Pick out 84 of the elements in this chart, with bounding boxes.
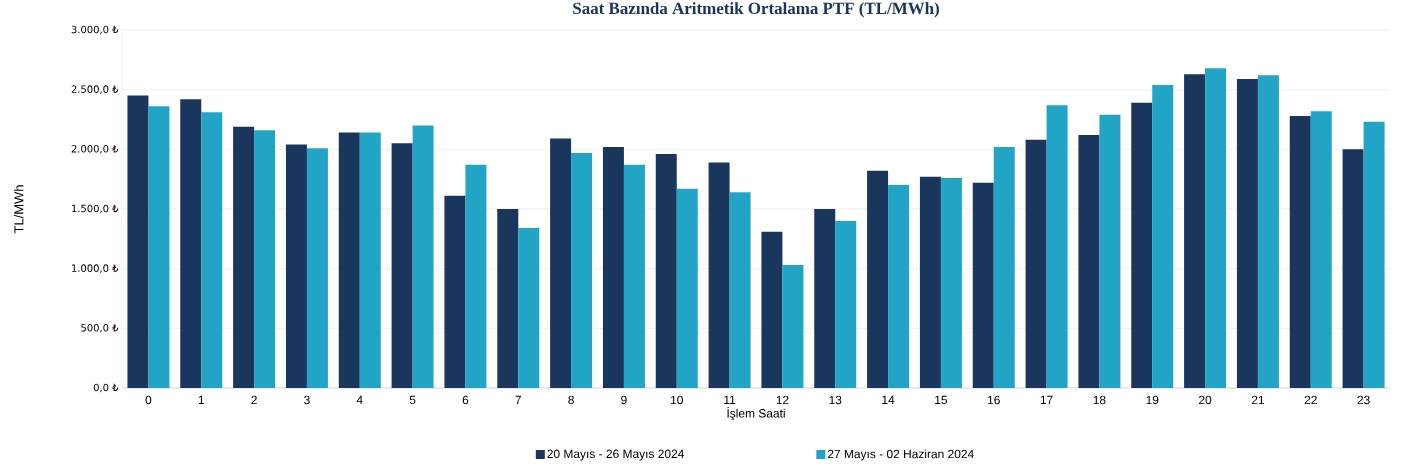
x-tick-label: 12: [776, 395, 789, 405]
bar: [1078, 135, 1100, 388]
x-tick-label: 17: [1040, 395, 1053, 404]
y-tick-label: 2.000,0 ₺: [71, 145, 119, 154]
bar: [835, 220, 857, 388]
bar: [1184, 74, 1206, 388]
x-tick-label: 11: [724, 395, 736, 404]
bar: [1363, 121, 1385, 388]
bar: [254, 130, 276, 388]
x-tick-label: 22: [1304, 395, 1317, 405]
bar: [940, 177, 962, 388]
bar: [391, 143, 413, 388]
x-tick-label: 10: [671, 395, 683, 405]
x-tick-label: 6: [462, 395, 469, 405]
x-tick-label: 16: [988, 395, 1000, 405]
y-tick-label: 2.500,0 ₺: [71, 85, 119, 94]
bar: [1289, 115, 1311, 388]
bar: [1236, 78, 1258, 388]
x-tick-label: 7: [515, 395, 521, 404]
x-tick-label: 23: [1357, 395, 1370, 405]
bar: [571, 152, 593, 388]
bar: [919, 176, 941, 388]
x-tick-label: 9: [621, 395, 627, 405]
x-tick-label: 15: [935, 395, 948, 405]
x-tick-label: 21: [1251, 395, 1264, 405]
bar: [867, 170, 889, 388]
bar: [993, 146, 1015, 388]
bar: [465, 164, 487, 388]
bar: [623, 164, 645, 388]
bar: [676, 188, 698, 388]
chart-title: Saat Bazında Aritmetik Ortalama PTF (TL/MWh): [573, 2, 939, 18]
bar: [1131, 102, 1153, 388]
y-tick-label: 1.500,0 ₺: [72, 204, 119, 214]
x-tick-label: 20: [1199, 395, 1212, 405]
bar: [782, 265, 804, 388]
bar: [1257, 75, 1279, 388]
x-axis-title: İşlem Saati: [727, 407, 785, 420]
x-tick-label: 14: [882, 395, 895, 404]
x-tick-label: 1: [198, 395, 204, 404]
bar: [550, 138, 572, 388]
y-tick-label: 500,0 ₺: [81, 324, 119, 333]
y-tick-label: 3.000,0 ₺: [71, 25, 119, 35]
bar: [518, 228, 540, 388]
bar: [127, 95, 149, 388]
x-tick-label: 2: [251, 395, 257, 405]
bar: [1025, 139, 1047, 388]
bar: [233, 126, 255, 388]
x-tick-label: 5: [409, 395, 416, 405]
bar: [1310, 111, 1332, 388]
bar: [1152, 84, 1174, 388]
bar: [306, 148, 328, 388]
y-tick-label: 0,0 ₺: [93, 383, 119, 393]
x-tick-label: 0: [145, 395, 152, 405]
bar: [761, 231, 783, 388]
bar: [338, 132, 360, 388]
y-axis-title: TL/MWh: [13, 185, 24, 234]
bar: [180, 99, 202, 388]
bar: [729, 192, 751, 388]
bar: [444, 195, 466, 388]
legend-label: 20 Mayıs - 26 Mayıs 2024: [547, 449, 684, 461]
bar: [285, 144, 307, 388]
x-tick-label: 18: [1093, 395, 1106, 405]
bar: [602, 146, 624, 388]
bar: [708, 162, 730, 388]
bar: [359, 132, 381, 388]
bar: [655, 154, 677, 388]
x-tick-label: 3: [304, 395, 310, 405]
bar: [814, 208, 836, 388]
x-tick-label: 8: [568, 395, 574, 405]
x-tick-label: 19: [1146, 395, 1159, 405]
bar: [201, 112, 223, 388]
bar: [148, 106, 170, 388]
bar: [1205, 68, 1227, 388]
y-tick-label: 1.000,0 ₺: [72, 264, 119, 273]
x-tick-label: 13: [829, 395, 842, 405]
bar: [972, 182, 994, 388]
bar: [1099, 114, 1121, 388]
bar: [1046, 105, 1068, 388]
legend-label: 27 Mayıs - 02 Haziran 2024: [827, 449, 974, 461]
bar: [497, 208, 519, 388]
bar: [888, 185, 910, 388]
x-tick-label: 4: [356, 395, 363, 404]
bar: [1342, 149, 1364, 388]
bar: [412, 125, 434, 388]
